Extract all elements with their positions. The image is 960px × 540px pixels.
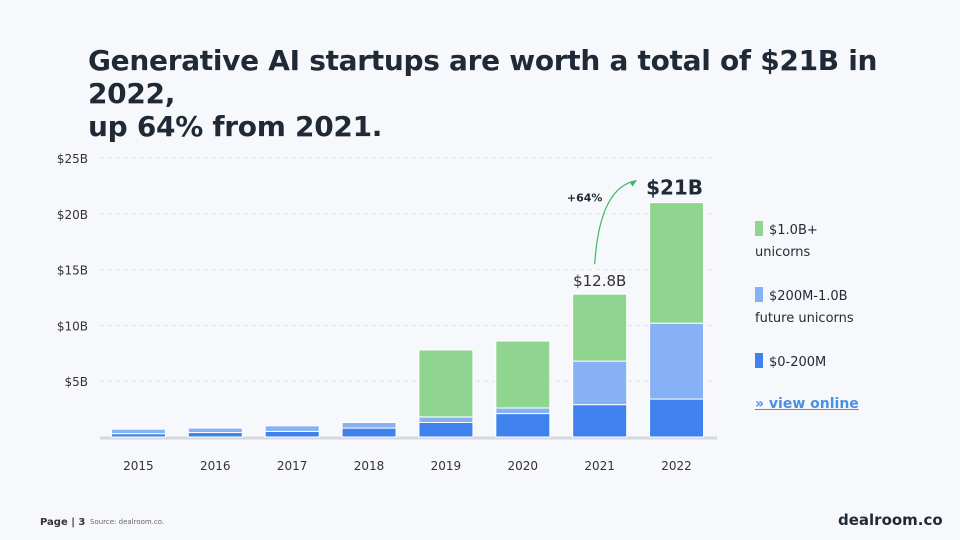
- page-number: Page | 3: [40, 517, 86, 528]
- legend-label-unicorns-2: unicorns: [755, 245, 811, 260]
- bar-segment: [418, 421, 474, 438]
- legend-item-unicorns: $1.0B+ unicorns: [755, 220, 818, 264]
- x-tick-label: 2021: [584, 459, 615, 473]
- x-tick-label: 2015: [123, 459, 154, 473]
- bar-segment: [110, 428, 166, 435]
- bar-segment: [110, 433, 166, 438]
- bar-segment: [495, 413, 551, 438]
- legend-swatch-future-unicorns: [755, 287, 763, 302]
- legend-swatch-unicorns: [755, 221, 763, 236]
- bar-segment: [264, 430, 320, 438]
- x-tick-label: 2017: [277, 459, 308, 473]
- legend-label-unicorns-1: $1.0B+: [769, 223, 818, 238]
- bar-segment: [649, 398, 705, 438]
- bar-segment: [495, 407, 551, 415]
- source-note: Source: dealroom.co.: [90, 518, 165, 526]
- bar-segment: [572, 404, 628, 438]
- y-tick-label: $25B: [57, 152, 88, 166]
- total-label-2022: $21B: [646, 176, 703, 200]
- bar-segment: [418, 416, 474, 423]
- legend-label-future-unicorns-2: future unicorns: [755, 311, 854, 326]
- legend-item-small: $0-200M: [755, 352, 826, 374]
- x-tick-label: 2018: [354, 459, 385, 473]
- bar-segment: [572, 360, 628, 406]
- bar-segment: [649, 202, 705, 324]
- x-tick-label: 2016: [200, 459, 231, 473]
- bar-segment: [187, 432, 243, 438]
- bar-segment: [572, 293, 628, 362]
- brand-logo: dealroom.co: [838, 511, 943, 529]
- bar-segment: [187, 427, 243, 434]
- bar-segment: [341, 421, 397, 429]
- bar-segment: [264, 425, 320, 432]
- y-tick-label: $10B: [57, 319, 88, 333]
- view-online-link[interactable]: » view online: [755, 396, 859, 412]
- legend-label-small: $0-200M: [769, 355, 827, 370]
- bar-segment: [649, 322, 705, 400]
- legend-item-future-unicorns: $200M-1.0B future unicorns: [755, 286, 854, 330]
- legend-label-future-unicorns-1: $200M-1.0B: [769, 289, 848, 304]
- bar-segment: [418, 349, 474, 418]
- x-tick-label: 2020: [508, 459, 539, 473]
- title-line-1: Generative AI startups are worth a total…: [88, 44, 878, 110]
- bar-segment: [495, 340, 551, 409]
- y-tick-label: $5B: [64, 375, 88, 389]
- growth-arrow-head: [629, 180, 637, 187]
- legend-swatch-small: [755, 353, 763, 368]
- page-title: Generative AI startups are worth a total…: [88, 44, 888, 143]
- y-tick-label: $15B: [57, 264, 88, 278]
- total-label-2021: $12.8B: [573, 272, 626, 290]
- y-tick-label: $20B: [57, 208, 88, 222]
- growth-arrow: [594, 180, 637, 265]
- bar-segment: [341, 427, 397, 438]
- title-line-2: up 64% from 2021.: [88, 110, 383, 143]
- x-tick-label: 2022: [661, 459, 692, 473]
- growth-label: +64%: [567, 192, 603, 205]
- x-tick-label: 2019: [431, 459, 462, 473]
